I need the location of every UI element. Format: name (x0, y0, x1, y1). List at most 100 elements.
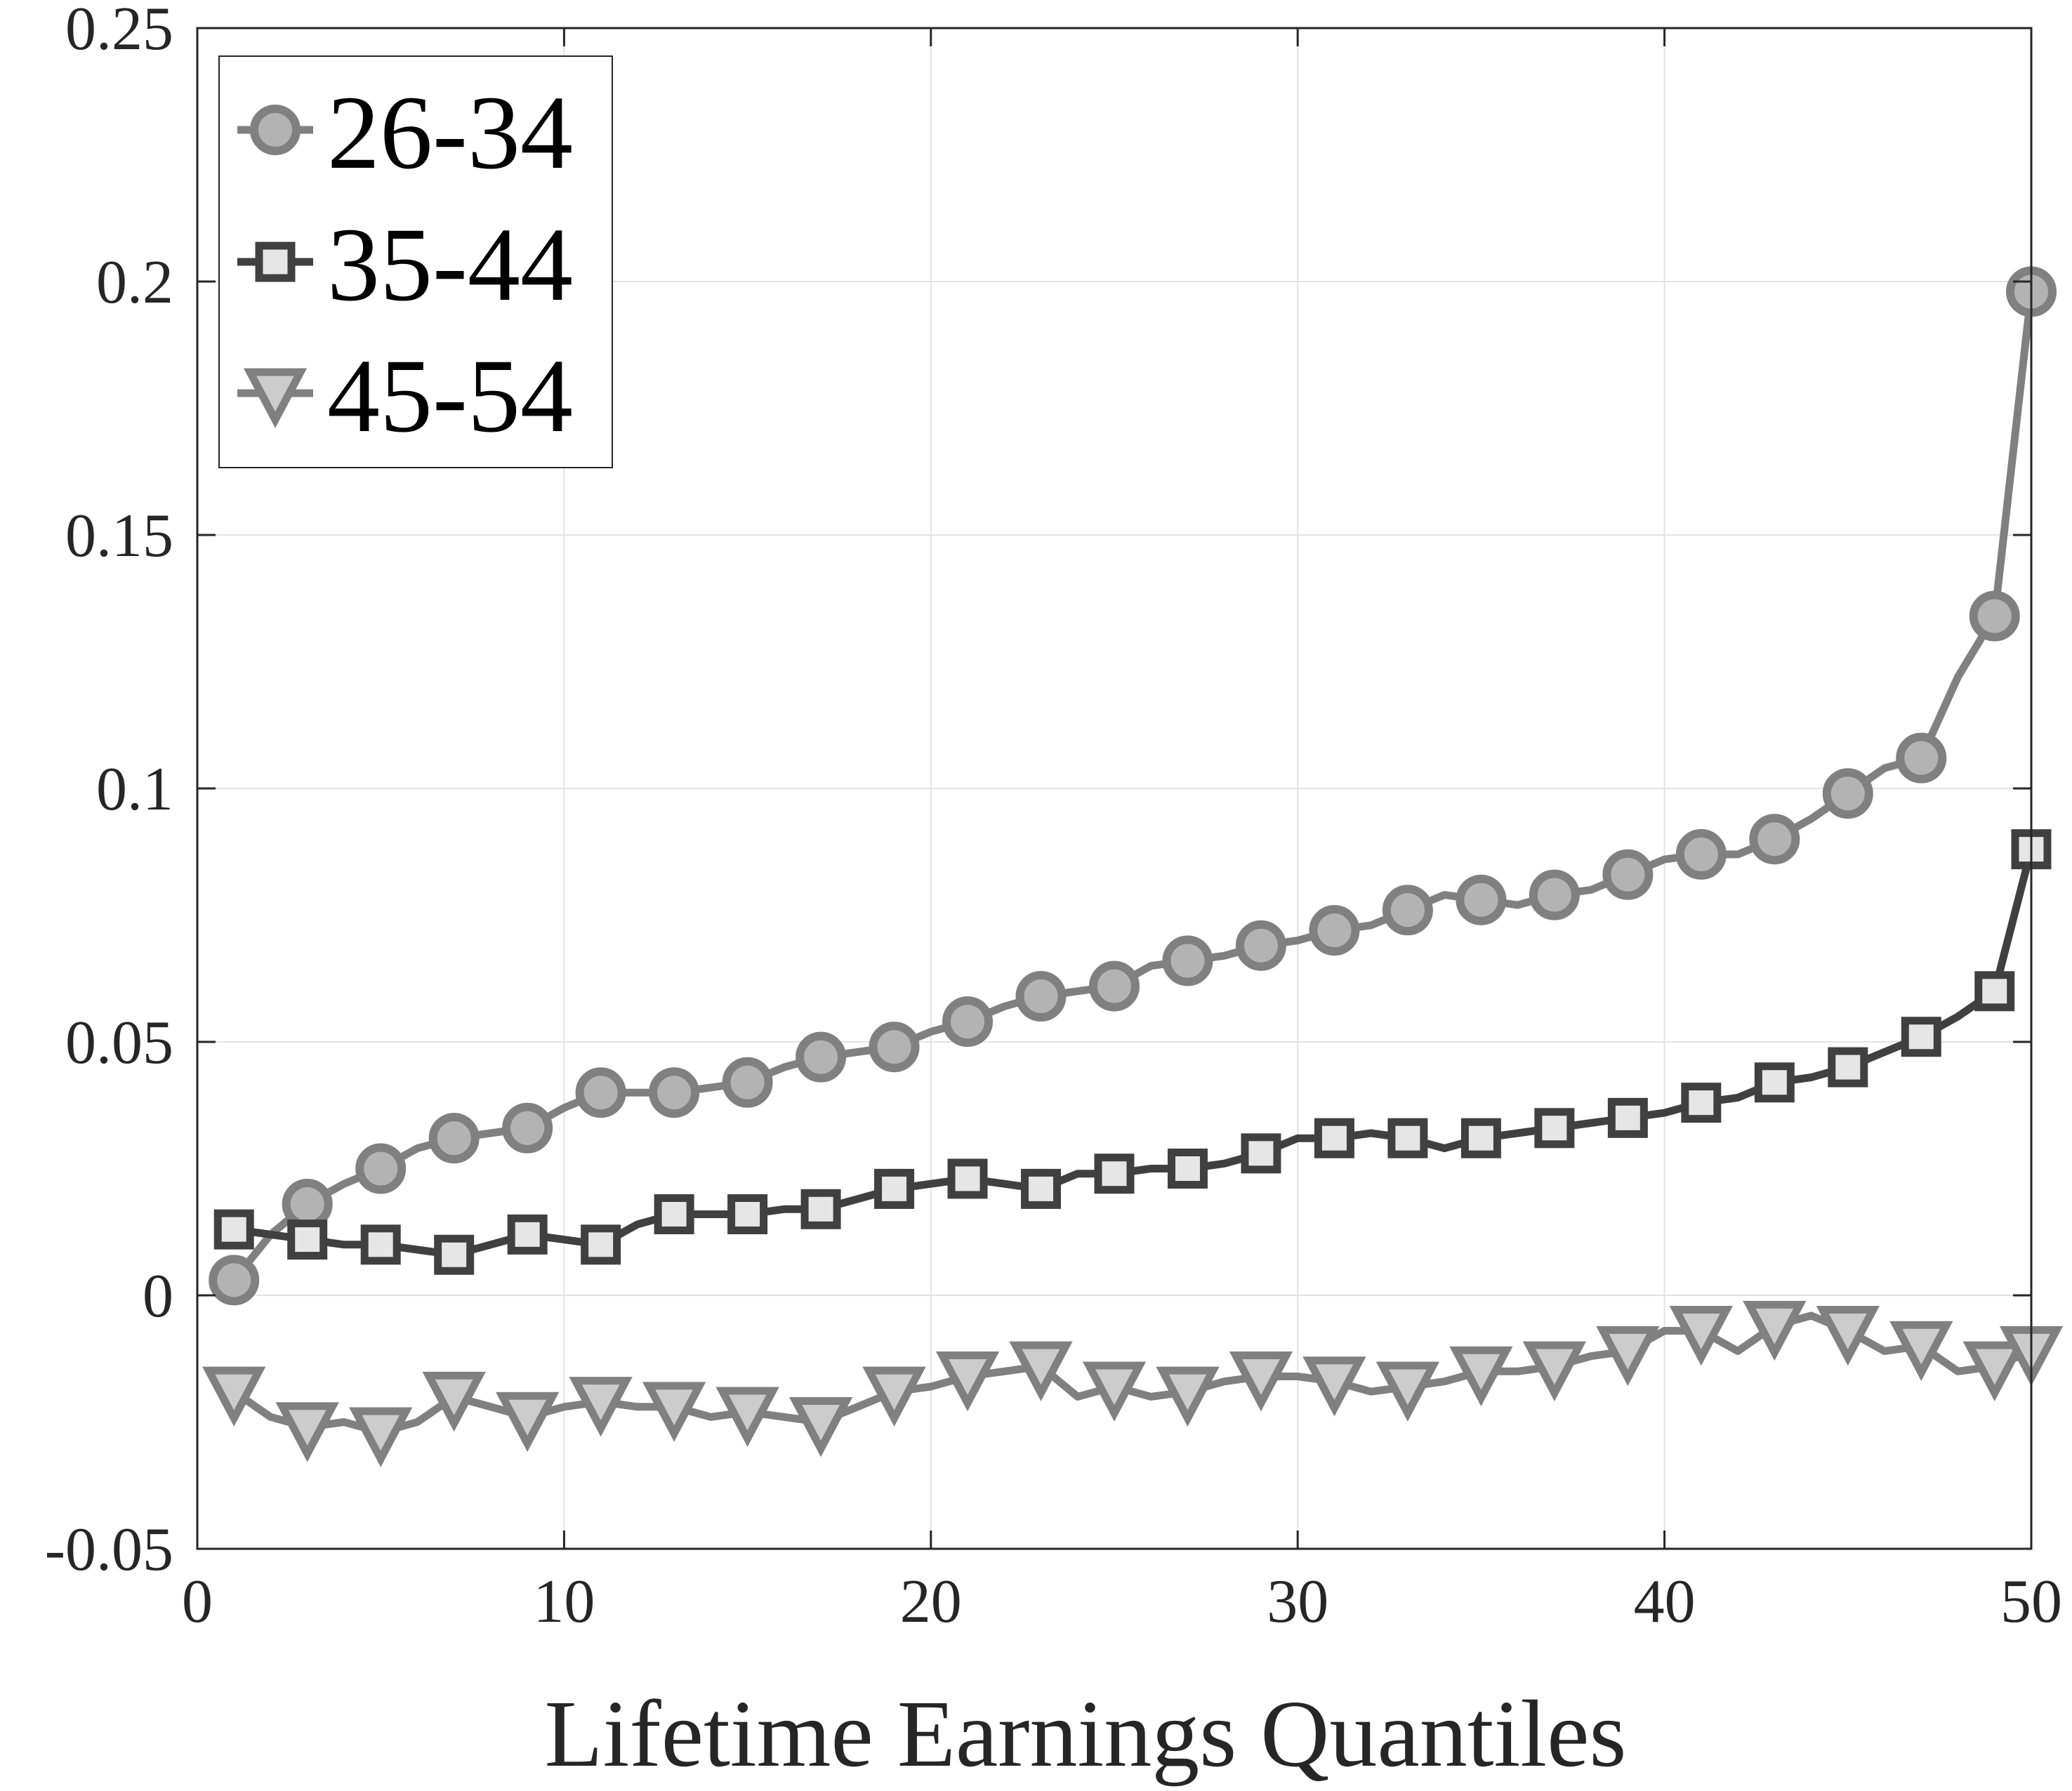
x-tick-label: 0 (182, 1568, 213, 1636)
legend-marker (243, 368, 308, 428)
data-point (575, 1067, 626, 1118)
data-point (1901, 1017, 1941, 1057)
data-point (942, 996, 994, 1047)
data-point (1969, 590, 2020, 642)
data-point (1522, 1341, 1587, 1401)
data-point (1596, 1326, 1660, 1387)
data-point (874, 1168, 915, 1209)
data-point (1162, 935, 1213, 986)
data-point (649, 1067, 700, 1118)
data-point (1675, 828, 1727, 880)
data-point (355, 1143, 407, 1194)
data-point (654, 1194, 694, 1234)
data-point (642, 1382, 706, 1442)
data-point (507, 1214, 548, 1255)
data-point (1889, 1321, 1953, 1381)
data-point (1241, 1133, 1281, 1174)
data-point (1669, 1306, 1733, 1366)
x-tick-label: 30 (1267, 1568, 1328, 1636)
legend-label: 26-34 (327, 74, 573, 191)
series-45-54 (202, 1300, 2064, 1467)
data-point (1375, 1361, 1440, 1422)
data-point (1156, 1366, 1220, 1427)
data-point (1314, 1118, 1354, 1158)
data-point (1089, 960, 1140, 1012)
data-point (360, 1224, 401, 1265)
legend-marker (255, 242, 296, 282)
x-tick-label: 40 (1634, 1568, 1696, 1636)
data-point (1607, 1097, 1648, 1138)
data-point (1009, 1341, 1073, 1401)
y-tick-label: -0.05 (45, 1516, 173, 1584)
data-point (282, 1179, 333, 1230)
legend-marker (250, 105, 301, 155)
data-point (1094, 1154, 1135, 1194)
data-point (715, 1387, 779, 1447)
y-tick-label: 0.25 (65, 0, 173, 63)
data-point (935, 1351, 1000, 1412)
data-point (496, 1392, 560, 1453)
data-point (422, 1371, 486, 1432)
data-point (1235, 920, 1286, 971)
y-tick-label: 0.05 (65, 1009, 173, 1077)
y-tick-label: 0.2 (96, 249, 173, 317)
legend-label: 45-54 (327, 338, 573, 454)
y-tick-label: 0.1 (96, 755, 173, 824)
data-point (1816, 1306, 1880, 1366)
data-point (569, 1377, 633, 1437)
data-point (434, 1234, 475, 1275)
legend: 26-34 35-44 45-54 (218, 55, 613, 468)
data-point (1302, 1356, 1366, 1417)
series-layer (202, 266, 2064, 1467)
data-point (1387, 1118, 1428, 1158)
x-tick-label: 20 (900, 1568, 962, 1636)
data-point (1822, 768, 1873, 819)
series-line (233, 848, 2035, 1259)
data-point (1015, 971, 1067, 1022)
y-tick-label: 0.15 (65, 502, 173, 570)
data-point (581, 1224, 621, 1265)
data-point (428, 1113, 480, 1164)
y-tick-label: 0 (143, 1262, 173, 1330)
data-point (1529, 869, 1580, 920)
data-point (1021, 1168, 1062, 1209)
series-26-34 (209, 266, 2057, 1306)
data-point (1896, 732, 1947, 784)
legend-label: 35-44 (327, 206, 573, 323)
x-axis-title: Lifetime Earnings Quantiles (545, 1681, 1627, 1787)
data-point (1828, 1047, 1868, 1088)
data-point (202, 1366, 266, 1427)
data-point (209, 1255, 260, 1306)
data-point (1309, 905, 1360, 956)
data-point (1681, 1083, 1722, 1123)
data-point (349, 1407, 413, 1467)
data-point (1534, 1108, 1575, 1149)
data-point (862, 1366, 926, 1427)
data-point (1456, 874, 1507, 925)
data-point (722, 1057, 773, 1108)
x-tick-label: 50 (2000, 1568, 2062, 1636)
x-tick-label: 10 (533, 1568, 595, 1636)
series-35-44 (213, 829, 2052, 1275)
data-point (1449, 1346, 1513, 1407)
data-point (796, 1031, 847, 1083)
data-point (287, 1220, 328, 1260)
data-point (1167, 1149, 1208, 1189)
data-point (1460, 1118, 1501, 1158)
data-point (502, 1102, 553, 1154)
data-point (1082, 1361, 1147, 1422)
data-point (800, 1189, 841, 1229)
data-point (947, 1158, 988, 1199)
data-point (1602, 849, 1654, 900)
data-point (1974, 971, 2015, 1012)
data-point (788, 1397, 853, 1458)
data-point (1382, 885, 1433, 936)
data-point (1749, 814, 1800, 865)
data-point (213, 1209, 254, 1250)
data-point (275, 1402, 339, 1462)
data-point (1754, 1062, 1795, 1103)
data-point (1743, 1300, 1807, 1361)
